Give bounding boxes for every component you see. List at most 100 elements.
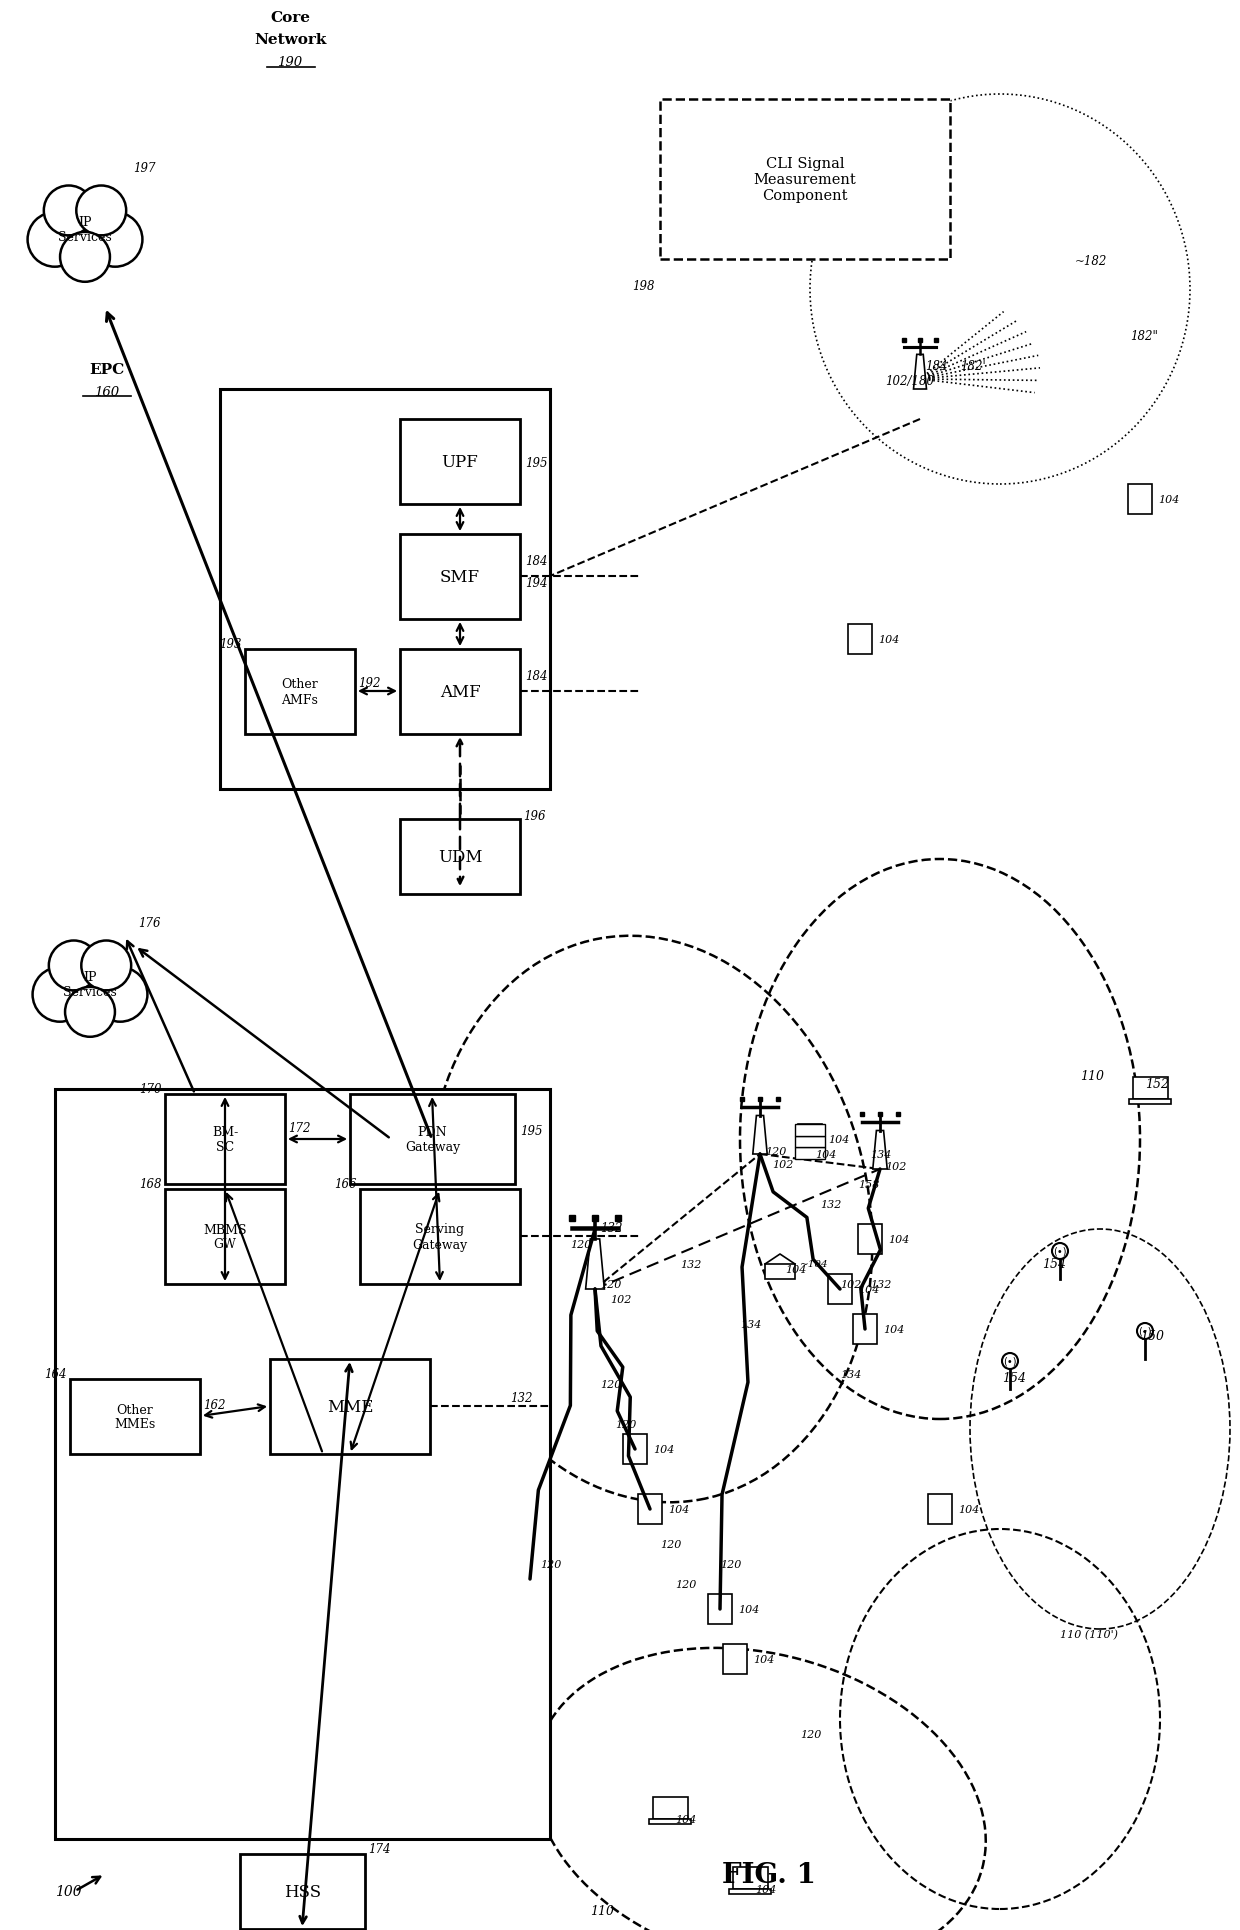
Polygon shape	[639, 1494, 662, 1525]
Text: 104: 104	[878, 635, 899, 645]
Text: Network: Network	[254, 33, 326, 46]
Text: 104: 104	[883, 1324, 904, 1334]
Text: 120: 120	[570, 1239, 591, 1249]
Text: MBMS
GW: MBMS GW	[203, 1224, 247, 1251]
Text: 132: 132	[870, 1280, 892, 1289]
Polygon shape	[708, 1594, 732, 1625]
Text: 196: 196	[523, 809, 546, 822]
Text: 102: 102	[839, 1280, 862, 1289]
Polygon shape	[928, 1494, 952, 1525]
Text: 120: 120	[660, 1540, 681, 1550]
Bar	[350, 1094, 515, 1185]
Bar	[401, 535, 520, 620]
Bar	[165, 1094, 285, 1185]
Text: 154: 154	[1002, 1372, 1025, 1384]
Polygon shape	[1128, 1100, 1171, 1104]
Polygon shape	[799, 1125, 822, 1154]
Bar	[165, 1189, 285, 1283]
Bar	[401, 820, 520, 894]
Polygon shape	[652, 1797, 687, 1820]
Text: 192: 192	[358, 677, 381, 689]
Text: 150: 150	[1140, 1330, 1164, 1341]
Circle shape	[1137, 1324, 1153, 1339]
Text: ~104: ~104	[800, 1260, 828, 1268]
Polygon shape	[733, 1866, 768, 1889]
Text: 102/180: 102/180	[885, 374, 934, 388]
Circle shape	[50, 193, 122, 266]
Circle shape	[43, 187, 94, 235]
Text: 104: 104	[1158, 494, 1179, 506]
Text: 198: 198	[632, 280, 655, 293]
Text: 174: 174	[368, 1841, 391, 1855]
Text: 120: 120	[600, 1280, 621, 1289]
Circle shape	[32, 967, 87, 1023]
Polygon shape	[848, 625, 872, 654]
Polygon shape	[1128, 484, 1152, 515]
Text: 104: 104	[675, 1814, 697, 1824]
Text: 104: 104	[815, 1150, 836, 1160]
Text: 182': 182'	[960, 359, 986, 372]
Text: HSS: HSS	[284, 1884, 321, 1899]
Circle shape	[60, 234, 110, 282]
Circle shape	[1052, 1243, 1068, 1260]
Text: 120: 120	[675, 1579, 697, 1588]
Polygon shape	[765, 1264, 795, 1280]
Text: Other
AMFs: Other AMFs	[281, 677, 319, 706]
Text: 104: 104	[828, 1135, 849, 1144]
Text: 195: 195	[520, 1125, 543, 1137]
Polygon shape	[729, 1889, 771, 1893]
Text: Serving
Gateway: Serving Gateway	[413, 1224, 467, 1251]
Circle shape	[93, 967, 148, 1023]
Circle shape	[88, 212, 143, 268]
Text: 166: 166	[335, 1177, 357, 1191]
Bar	[401, 421, 520, 506]
Bar	[246, 650, 355, 735]
Text: (•): (•)	[1053, 1247, 1066, 1256]
Text: 184: 184	[925, 359, 947, 372]
Text: 110: 110	[590, 1905, 614, 1916]
Polygon shape	[795, 1125, 825, 1137]
Circle shape	[77, 187, 126, 235]
Text: 184: 184	[525, 670, 548, 683]
Text: 132: 132	[600, 1222, 622, 1235]
Text: IP
Services: IP Services	[63, 971, 117, 998]
Polygon shape	[753, 1116, 768, 1154]
Circle shape	[48, 942, 99, 990]
Bar	[55, 1089, 551, 1839]
Text: 197: 197	[133, 162, 155, 176]
Text: 120: 120	[615, 1419, 636, 1430]
Text: 154: 154	[1042, 1256, 1066, 1270]
Text: AMF: AMF	[440, 683, 480, 701]
Text: 158: 158	[858, 1179, 879, 1189]
Circle shape	[82, 942, 131, 990]
Text: 195: 195	[525, 457, 548, 469]
Text: 104: 104	[653, 1444, 675, 1453]
Text: 170: 170	[139, 1083, 162, 1096]
Text: 120: 120	[539, 1559, 562, 1569]
Text: 193: 193	[219, 637, 242, 650]
Text: 152: 152	[1145, 1077, 1169, 1090]
Text: BM-
SC: BM- SC	[212, 1125, 238, 1154]
Polygon shape	[1132, 1077, 1168, 1100]
Text: 194: 194	[525, 577, 548, 591]
Bar	[69, 1380, 200, 1453]
Text: 132: 132	[510, 1392, 532, 1405]
Bar	[270, 1359, 430, 1453]
Text: 120: 120	[800, 1729, 821, 1739]
Text: UPF: UPF	[441, 454, 479, 471]
Text: IP
Services: IP Services	[58, 216, 112, 243]
Bar	[241, 1855, 365, 1928]
Polygon shape	[873, 1131, 887, 1170]
Text: 176: 176	[138, 917, 160, 930]
Text: 120: 120	[600, 1380, 621, 1390]
Text: Other
MMEs: Other MMEs	[114, 1403, 156, 1430]
Bar	[360, 1189, 520, 1283]
Text: PDN
Gateway: PDN Gateway	[405, 1125, 460, 1154]
Polygon shape	[649, 1820, 691, 1824]
Text: 162: 162	[203, 1397, 226, 1411]
Text: SMF: SMF	[440, 569, 480, 585]
Text: ~182: ~182	[1075, 255, 1107, 268]
Bar	[401, 650, 520, 735]
Text: 102: 102	[773, 1160, 794, 1170]
Text: 168: 168	[139, 1177, 162, 1191]
